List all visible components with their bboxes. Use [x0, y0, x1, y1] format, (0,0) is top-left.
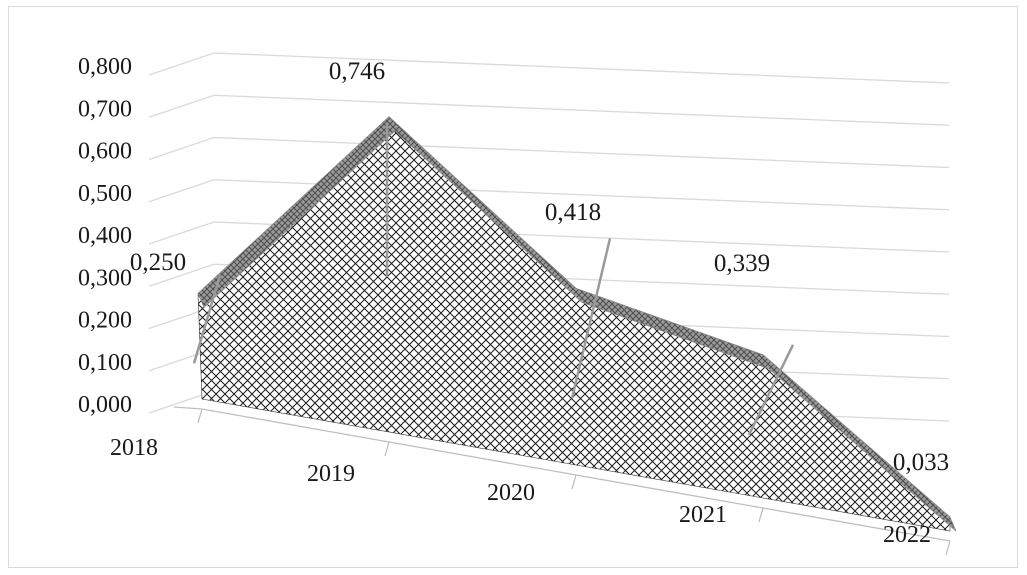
x-tick-mark	[197, 408, 203, 424]
y-tick-label: 0,700	[78, 96, 132, 122]
data-label: 0,339	[714, 250, 770, 277]
data-label-leader	[192, 275, 222, 364]
data-labels: 0,250 0,746 0,418 0,339 0,033	[130, 58, 949, 476]
data-label: 0,250	[130, 249, 186, 276]
y-tick-label: 0,200	[78, 308, 132, 334]
area-top-edge	[197, 116, 957, 532]
data-label: 0,033	[893, 449, 949, 476]
gridlines	[148, 52, 950, 422]
floor-edge	[173, 406, 951, 542]
gridline	[148, 221, 950, 253]
area-chart-3d: 0,000 0,100 0,200 0,300 0,400 0,500 0,600 0,700…	[78, 52, 957, 556]
y-tick-label: 0,000	[78, 392, 132, 418]
x-tick-mark	[758, 507, 764, 523]
y-tick-label: 0,500	[78, 181, 132, 207]
y-tick-label: 0,100	[78, 350, 132, 376]
gridline	[148, 52, 950, 84]
chart-floor	[173, 406, 951, 556]
gridline	[148, 263, 950, 295]
y-tick-label: 0,600	[78, 139, 132, 165]
gridline	[148, 94, 950, 126]
chart-area: 0,000 0,100 0,200 0,300 0,400 0,500 0,600 0,700…	[8, 6, 1018, 568]
gridline	[148, 136, 950, 169]
data-label: 0,418	[545, 199, 601, 226]
y-tick-label: 0,800	[78, 54, 132, 80]
x-tick-mark	[384, 441, 390, 457]
x-category-label: 2018	[110, 435, 158, 461]
y-tick-label: 0,300	[78, 265, 132, 291]
x-category-label: 2019	[307, 461, 355, 487]
y-tick-label: 0,400	[78, 223, 132, 249]
data-label: 0,746	[329, 58, 385, 85]
y-axis-tick-labels: 0,000 0,100 0,200 0,300 0,400 0,500 0,600 0,700…	[78, 54, 132, 418]
x-category-label: 2020	[487, 480, 535, 506]
x-category-label: 2022	[883, 522, 931, 548]
x-tick-mark	[945, 540, 951, 556]
x-category-label: 2021	[679, 502, 727, 528]
data-label-leader	[570, 238, 612, 399]
x-axis-category-labels: 2018 2019 2020 2021 2022	[110, 435, 931, 548]
gridline	[148, 179, 950, 211]
data-label-leader	[747, 344, 795, 436]
x-tick-mark	[571, 474, 577, 490]
data-label-leaders	[192, 124, 795, 436]
